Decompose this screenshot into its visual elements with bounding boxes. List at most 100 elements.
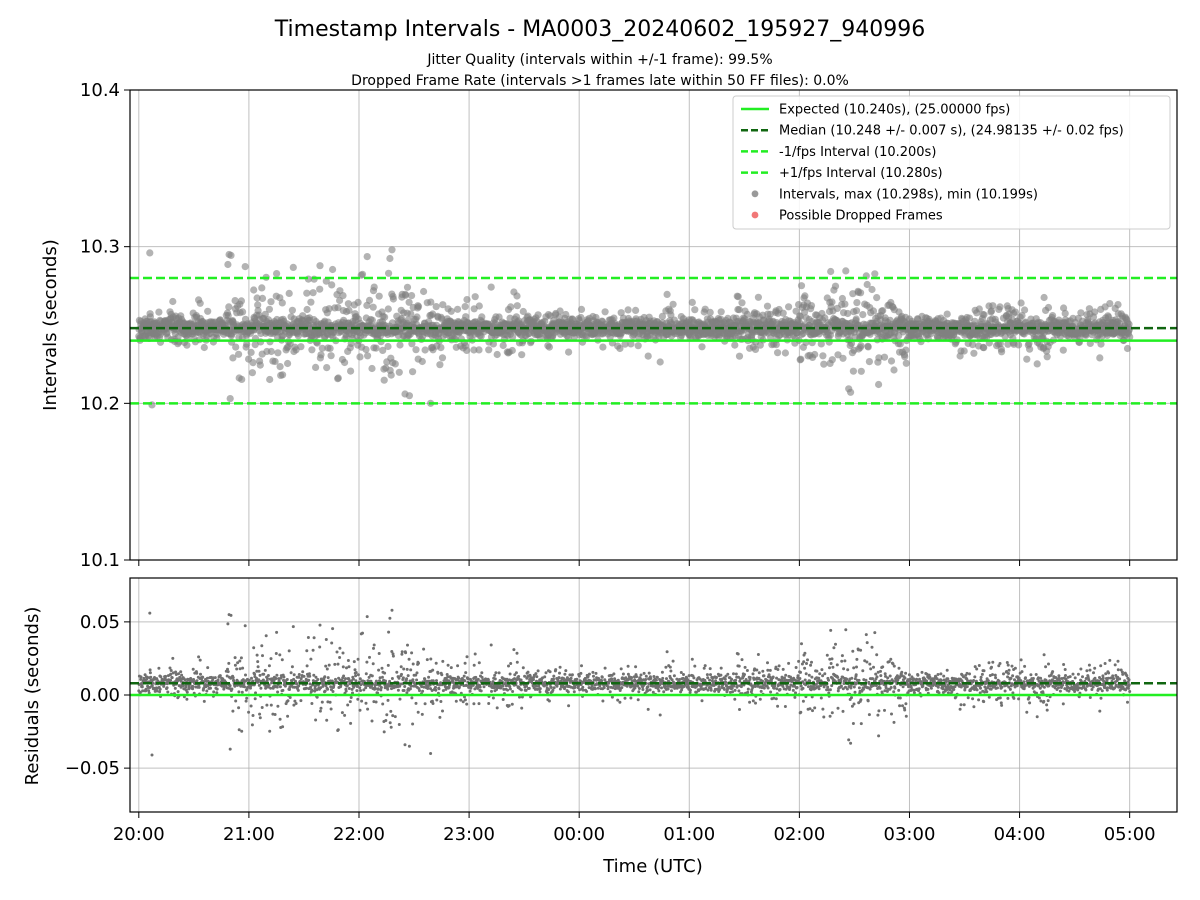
interval-point [601, 308, 609, 316]
residual-point [509, 662, 513, 665]
interval-point [743, 310, 752, 318]
residual-point [619, 667, 623, 671]
residual-point [512, 648, 516, 652]
residual-point [313, 689, 317, 693]
residual-point [259, 686, 263, 690]
residual-point [465, 702, 469, 706]
interval-point [307, 298, 315, 306]
residual-point [479, 689, 483, 693]
interval-point [577, 313, 585, 322]
residual-point [165, 686, 169, 690]
interval-point [289, 263, 297, 271]
interval-point [1026, 345, 1034, 353]
residual-point [551, 688, 555, 692]
interval-point [318, 344, 326, 352]
interval-point [274, 349, 282, 357]
residual-point [197, 655, 201, 659]
residual-point [508, 685, 512, 688]
residual-point [423, 677, 427, 681]
interval-point [717, 308, 725, 316]
interval-point [454, 305, 462, 313]
residual-point [472, 663, 476, 667]
interval-point [869, 307, 878, 315]
interval-point [871, 270, 879, 278]
residual-point [610, 677, 614, 681]
residual-point [429, 657, 433, 661]
residual-point [312, 673, 316, 677]
residual-point [181, 684, 185, 688]
residual-point [233, 656, 237, 660]
residual-point [138, 691, 142, 694]
residual-point [557, 676, 561, 680]
interval-point [998, 348, 1006, 356]
residual-point [657, 689, 661, 693]
residual-point [352, 660, 356, 664]
interval-point [408, 340, 416, 348]
interval-point [256, 361, 264, 369]
interval-point [617, 309, 625, 317]
residual-point [397, 676, 401, 680]
residual-point [692, 676, 696, 680]
residual-point [402, 667, 406, 671]
residual-point [330, 679, 334, 683]
residual-point [651, 690, 655, 694]
residual-point [353, 668, 357, 672]
residual-point [301, 670, 305, 674]
residual-point [543, 675, 547, 679]
residual-point [649, 677, 653, 680]
residual-point [670, 689, 673, 693]
residual-point [693, 664, 697, 668]
interval-point [831, 282, 840, 290]
residual-point [660, 686, 663, 690]
residual-point [256, 660, 260, 664]
residual-point [174, 670, 178, 674]
residual-point [319, 686, 323, 690]
residual-point [222, 687, 226, 691]
residual-point [231, 676, 235, 680]
residual-point [216, 678, 220, 682]
residual-point [558, 665, 562, 669]
interval-point [1018, 312, 1026, 320]
residual-point [292, 673, 296, 677]
interval-point [439, 301, 447, 309]
residual-point [239, 656, 243, 660]
interval-point [669, 300, 677, 308]
residual-point [668, 665, 672, 669]
residual-point [251, 679, 255, 683]
residual-point [232, 679, 236, 683]
residual-point [546, 691, 549, 695]
residual-point [517, 675, 521, 678]
residual-point [431, 679, 435, 683]
residual-point [581, 685, 585, 689]
interval-point [265, 305, 273, 313]
residual-point [515, 651, 519, 655]
residual-point [395, 670, 399, 674]
residual-point [407, 657, 411, 661]
residual-point [508, 687, 512, 691]
residual-point [680, 688, 684, 692]
interval-point [656, 358, 664, 366]
interval-point [462, 313, 470, 321]
residual-point [235, 667, 239, 671]
residual-point [201, 675, 205, 679]
residual-point [191, 687, 195, 691]
residual-point [570, 673, 574, 677]
interval-point [875, 354, 883, 362]
interval-point [577, 305, 586, 313]
residual-point [664, 665, 668, 669]
interval-point [308, 346, 316, 354]
interval-point [249, 359, 257, 367]
residual-point [391, 654, 395, 658]
interval-point [698, 343, 706, 351]
residual-point [409, 684, 413, 688]
interval-point [317, 351, 325, 359]
residual-point [233, 663, 237, 667]
residual-point [658, 713, 662, 717]
residual-point [525, 684, 528, 688]
residual-point [587, 672, 591, 676]
interval-point [183, 341, 191, 349]
residual-point [244, 699, 248, 703]
residual-point [378, 683, 382, 687]
interval-point [232, 343, 240, 351]
interval-point [224, 260, 232, 269]
